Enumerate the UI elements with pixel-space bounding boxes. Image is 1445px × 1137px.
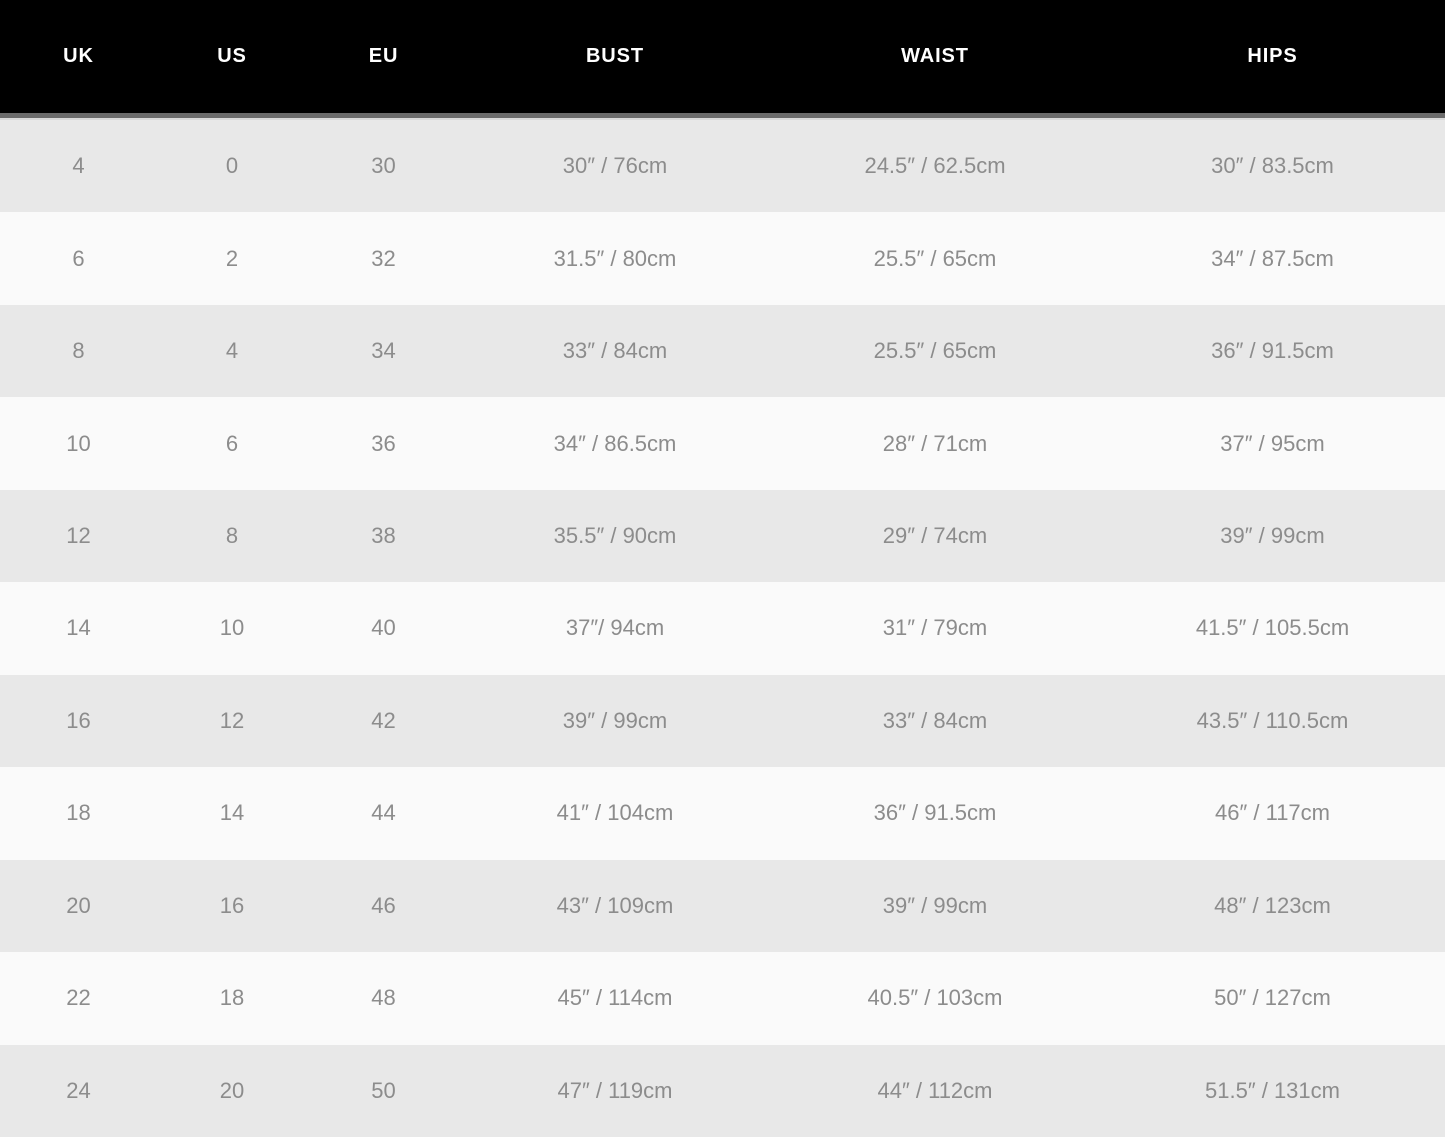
table-row: 8 4 34 33″ / 84cm 25.5″ / 65cm 36″ / 91.5cm bbox=[0, 304, 1445, 398]
table-body: 4 0 30 30″ / 76cm 24.5″ / 62.5cm 30″ / 83.5cm… bbox=[0, 120, 1445, 1137]
cell-us: 0 bbox=[157, 120, 307, 213]
cell-waist: 40.5″ / 103cm bbox=[770, 952, 1100, 1045]
table-row: 22 18 48 45″ / 114cm 40.5″ / 103cm 50″ / 127c… bbox=[0, 952, 1445, 1045]
cell-eu: 48 bbox=[307, 952, 460, 1045]
header-divider-line bbox=[0, 113, 1445, 118]
cell-waist: 31″ / 79cm bbox=[770, 582, 1100, 675]
cell-eu: 36 bbox=[307, 397, 460, 490]
cell-bust: 43″ / 109cm bbox=[460, 859, 770, 953]
cell-us: 8 bbox=[157, 489, 307, 583]
cell-waist: 25.5″ / 65cm bbox=[770, 212, 1100, 305]
cell-bust: 30″ / 76cm bbox=[460, 120, 770, 213]
cell-us: 14 bbox=[157, 767, 307, 860]
cell-uk: 16 bbox=[0, 674, 157, 768]
cell-uk: 8 bbox=[0, 304, 157, 398]
cell-waist: 28″ / 71cm bbox=[770, 397, 1100, 490]
cell-eu: 34 bbox=[307, 304, 460, 398]
column-header-us: US bbox=[217, 45, 247, 67]
cell-uk: 6 bbox=[0, 212, 157, 305]
cell-eu: 32 bbox=[307, 212, 460, 305]
cell-bust: 31.5″ / 80cm bbox=[460, 212, 770, 305]
column-header-waist: WAIST bbox=[901, 45, 969, 67]
cell-uk: 24 bbox=[0, 1044, 157, 1137]
cell-uk: 14 bbox=[0, 582, 157, 675]
cell-uk: 12 bbox=[0, 489, 157, 583]
cell-eu: 44 bbox=[307, 767, 460, 860]
table-row: 16 12 42 39″ / 99cm 33″ / 84cm 43.5″ / 110.5c… bbox=[0, 674, 1445, 768]
column-header-uk: UK bbox=[63, 45, 94, 67]
cell-bust: 35.5″ / 90cm bbox=[460, 489, 770, 583]
cell-hips: 48″ / 123cm bbox=[1100, 859, 1445, 953]
cell-us: 16 bbox=[157, 859, 307, 953]
cell-uk: 22 bbox=[0, 952, 157, 1045]
table-row: 14 10 40 37″/ 94cm 31″ / 79cm 41.5″ / 105.5cm bbox=[0, 582, 1445, 675]
header-divider-soft bbox=[0, 118, 1445, 120]
cell-bust: 47″ / 119cm bbox=[460, 1044, 770, 1137]
table-row: 10 6 36 34″ / 86.5cm 28″ / 71cm 37″ / 95cm bbox=[0, 397, 1445, 490]
cell-bust: 41″ / 104cm bbox=[460, 767, 770, 860]
cell-waist: 36″ / 91.5cm bbox=[770, 767, 1100, 860]
cell-eu: 30 bbox=[307, 120, 460, 213]
column-header-bust: BUST bbox=[585, 45, 645, 67]
cell-waist: 29″ / 74cm bbox=[770, 489, 1100, 583]
cell-waist: 33″ / 84cm bbox=[770, 674, 1100, 768]
cell-hips: 37″ / 95cm bbox=[1100, 397, 1445, 490]
cell-uk: 10 bbox=[0, 397, 157, 490]
cell-hips: 43.5″ / 110.5cm bbox=[1100, 674, 1445, 768]
cell-us: 4 bbox=[157, 304, 307, 398]
cell-bust: 39″ / 99cm bbox=[460, 674, 770, 768]
cell-waist: 44″ / 112cm bbox=[770, 1044, 1100, 1137]
header-row: UK US EU BUST WAIST HIPS bbox=[0, 0, 1445, 113]
cell-eu: 38 bbox=[307, 489, 460, 583]
cell-bust: 33″ / 84cm bbox=[460, 304, 770, 398]
cell-waist: 25.5″ / 65cm bbox=[770, 304, 1100, 398]
cell-eu: 46 bbox=[307, 859, 460, 953]
cell-us: 18 bbox=[157, 952, 307, 1045]
cell-hips: 50″ / 127cm bbox=[1100, 952, 1445, 1045]
column-header-eu: EU bbox=[368, 45, 399, 67]
table-row: 6 2 32 31.5″ / 80cm 25.5″ / 65cm 34″ / 87.5cm bbox=[0, 212, 1445, 305]
table-row: 4 0 30 30″ / 76cm 24.5″ / 62.5cm 30″ / 83.5cm bbox=[0, 120, 1445, 213]
cell-eu: 50 bbox=[307, 1044, 460, 1137]
cell-waist: 24.5″ / 62.5cm bbox=[770, 120, 1100, 213]
cell-hips: 34″ / 87.5cm bbox=[1100, 212, 1445, 305]
cell-hips: 51.5″ / 131cm bbox=[1100, 1044, 1445, 1137]
cell-eu: 42 bbox=[307, 674, 460, 768]
table-row: 18 14 44 41″ / 104cm 36″ / 91.5cm 46″ / 117cm bbox=[0, 767, 1445, 860]
cell-hips: 39″ / 99cm bbox=[1100, 489, 1445, 583]
cell-bust: 37″/ 94cm bbox=[460, 582, 770, 675]
cell-bust: 45″ / 114cm bbox=[460, 952, 770, 1045]
header-divider-soft-line bbox=[0, 118, 1445, 120]
table-row: 20 16 46 43″ / 109cm 39″ / 99cm 48″ / 123cm bbox=[0, 859, 1445, 953]
cell-uk: 20 bbox=[0, 859, 157, 953]
cell-hips: 30″ / 83.5cm bbox=[1100, 120, 1445, 213]
cell-us: 2 bbox=[157, 212, 307, 305]
cell-eu: 40 bbox=[307, 582, 460, 675]
cell-hips: 41.5″ / 105.5cm bbox=[1100, 582, 1445, 675]
cell-uk: 4 bbox=[0, 120, 157, 213]
cell-us: 12 bbox=[157, 674, 307, 768]
table-row: 12 8 38 35.5″ / 90cm 29″ / 74cm 39″ / 99cm bbox=[0, 489, 1445, 583]
cell-us: 6 bbox=[157, 397, 307, 490]
table-header: UK US EU BUST WAIST HIPS bbox=[0, 0, 1445, 120]
cell-us: 10 bbox=[157, 582, 307, 675]
cell-hips: 46″ / 117cm bbox=[1100, 767, 1445, 860]
cell-bust: 34″ / 86.5cm bbox=[460, 397, 770, 490]
cell-waist: 39″ / 99cm bbox=[770, 859, 1100, 953]
table-row: 24 20 50 47″ / 119cm 44″ / 112cm 51.5″ / 131c… bbox=[0, 1044, 1445, 1137]
cell-hips: 36″ / 91.5cm bbox=[1100, 304, 1445, 398]
cell-uk: 18 bbox=[0, 767, 157, 860]
cell-us: 20 bbox=[157, 1044, 307, 1137]
header-divider bbox=[0, 113, 1445, 118]
column-header-hips: HIPS bbox=[1247, 45, 1298, 67]
